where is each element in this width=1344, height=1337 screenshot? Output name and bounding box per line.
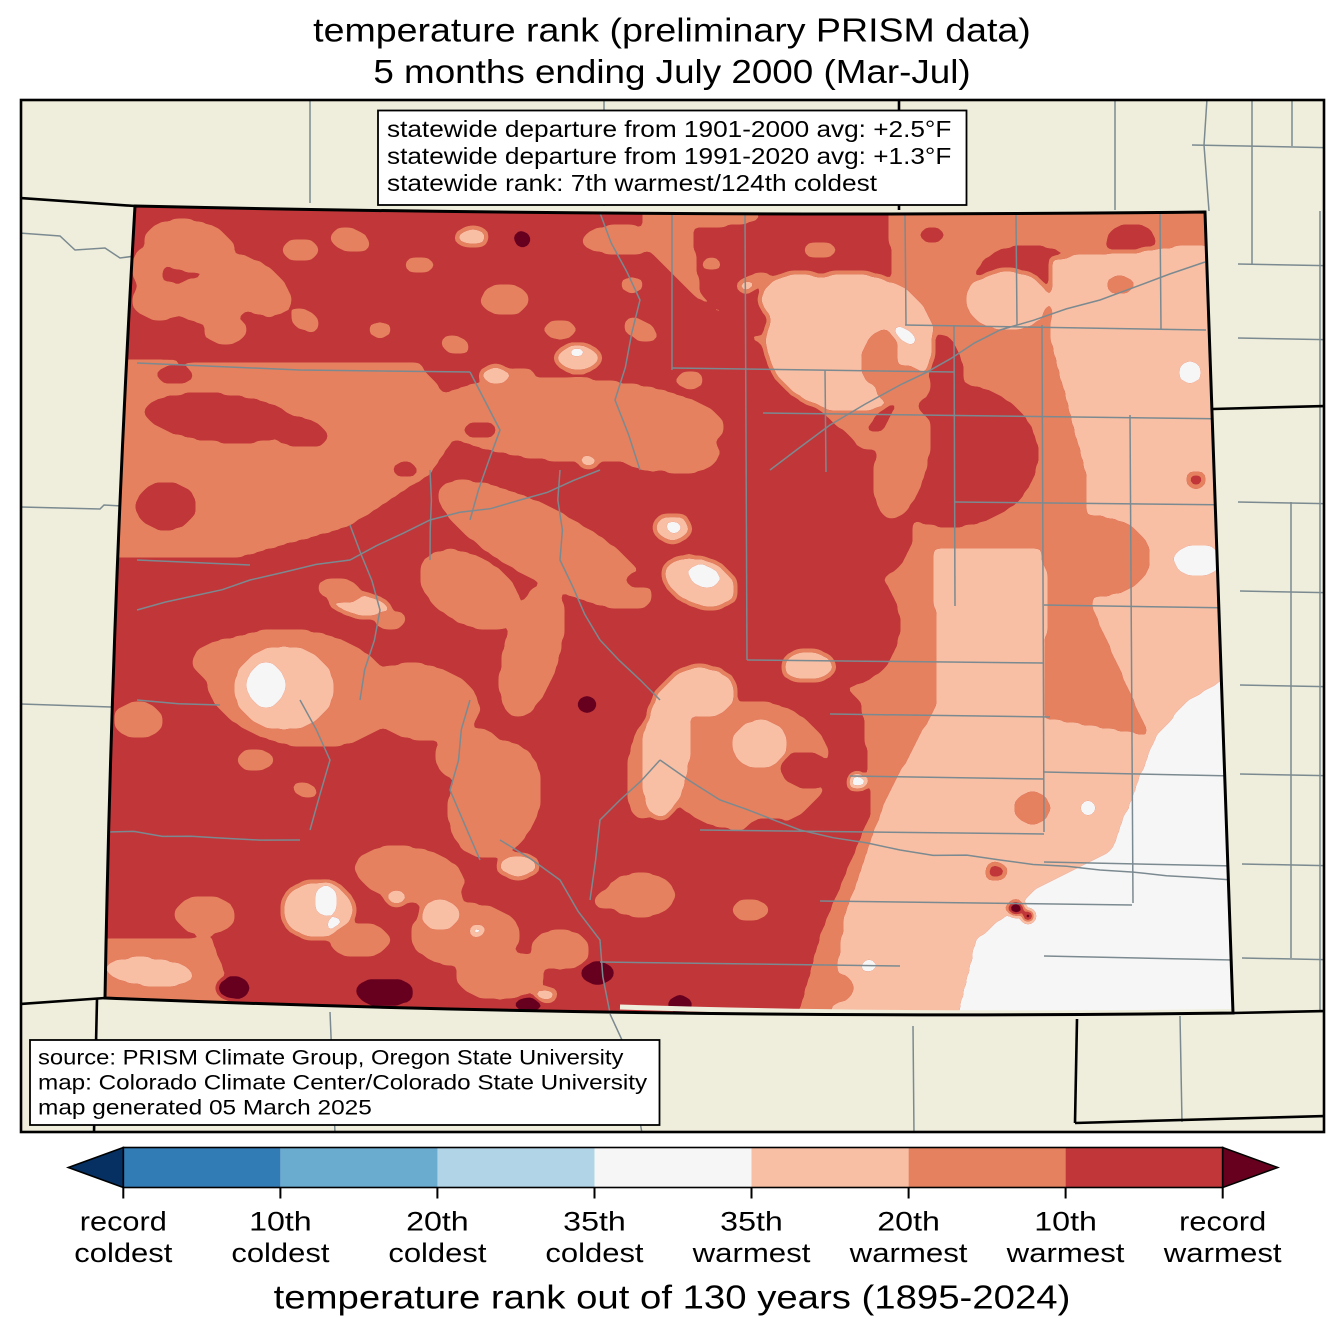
svg-text:coldest: coldest — [545, 1237, 644, 1268]
svg-text:35th: 35th — [720, 1206, 783, 1237]
svg-text:source: PRISM Climate Group, O: source: PRISM Climate Group, Oregon Stat… — [38, 1045, 624, 1069]
svg-text:coldest: coldest — [74, 1237, 173, 1268]
svg-text:map: Colorado Climate Center/C: map: Colorado Climate Center/Colorado St… — [38, 1071, 647, 1095]
svg-text:10th: 10th — [249, 1206, 312, 1237]
svg-text:warmest: warmest — [849, 1237, 968, 1268]
svg-text:warmest: warmest — [691, 1237, 810, 1268]
svg-text:temperature rank out of 130 ye: temperature rank out of 130 years (1895-… — [274, 1279, 1071, 1316]
svg-text:record: record — [80, 1206, 167, 1237]
svg-text:20th: 20th — [877, 1206, 940, 1237]
svg-text:5 months ending July 2000 (Mar: 5 months ending July 2000 (Mar-Jul) — [373, 54, 970, 91]
svg-text:warmest: warmest — [1163, 1237, 1282, 1268]
svg-text:coldest: coldest — [388, 1237, 487, 1268]
svg-text:35th: 35th — [563, 1206, 626, 1237]
svg-text:10th: 10th — [1034, 1206, 1097, 1237]
svg-text:record: record — [1179, 1206, 1266, 1237]
svg-text:statewide rank: 7th warmest/12: statewide rank: 7th warmest/124th coldes… — [387, 170, 878, 196]
svg-text:warmest: warmest — [1006, 1237, 1125, 1268]
svg-text:temperature rank (preliminary: temperature rank (preliminary PRISM data… — [313, 13, 1031, 50]
svg-text:statewide departure from 1901-: statewide departure from 1901-2000 avg: … — [387, 116, 951, 142]
svg-text:map generated 05 March 2025: map generated 05 March 2025 — [38, 1096, 372, 1120]
svg-text:coldest: coldest — [231, 1237, 330, 1268]
svg-text:20th: 20th — [406, 1206, 469, 1237]
svg-text:statewide departure from 1991-: statewide departure from 1991-2020 avg: … — [387, 143, 951, 169]
